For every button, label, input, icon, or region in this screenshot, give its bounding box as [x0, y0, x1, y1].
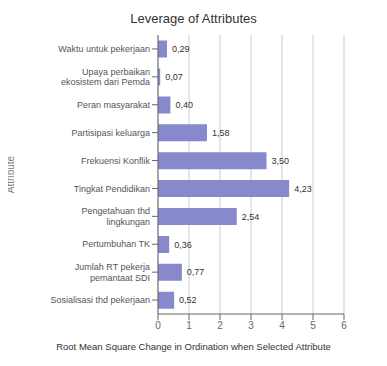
svg-text:6: 6 [341, 320, 347, 331]
svg-text:0,77: 0,77 [187, 267, 205, 277]
svg-text:1,58: 1,58 [212, 128, 230, 138]
svg-text:4,23: 4,23 [294, 184, 312, 194]
svg-text:Attribute: Attribute [8, 155, 16, 193]
svg-text:Frekuensi Konflik: Frekuensi Konflik [81, 156, 151, 166]
svg-text:0,52: 0,52 [179, 295, 197, 305]
svg-text:1: 1 [186, 320, 192, 331]
svg-text:Jumlah RT pekerjapemantaat SDI: Jumlah RT pekerjapemantaat SDI [75, 262, 150, 283]
svg-text:5: 5 [310, 320, 316, 331]
svg-text:Waktu untuk pekerjaan: Waktu untuk pekerjaan [58, 44, 150, 54]
svg-text:Pertumbuhan TK: Pertumbuhan TK [82, 239, 150, 249]
svg-text:3: 3 [248, 320, 254, 331]
svg-text:Upaya perbaikanekosistem dari: Upaya perbaikanekosistem dari Pemda [61, 67, 150, 88]
svg-text:0,40: 0,40 [175, 100, 193, 110]
svg-text:Peran masyarakat: Peran masyarakat [77, 100, 151, 110]
svg-text:Sosialisasi thd pekerjaan: Sosialisasi thd pekerjaan [50, 295, 150, 305]
svg-text:Partisipasi keluarga: Partisipasi keluarga [71, 128, 150, 138]
svg-text:Tingkat Pendidikan: Tingkat Pendidikan [74, 184, 150, 194]
svg-text:Pengetahuan thdlingkungan: Pengetahuan thdlingkungan [81, 206, 150, 227]
svg-text:0: 0 [155, 320, 161, 331]
svg-text:3,50: 3,50 [272, 156, 290, 166]
svg-text:2: 2 [217, 320, 223, 331]
html-text:Root Mean Square Change in Ord: Root Mean Square Change in Ordination wh… [56, 341, 331, 352]
svg-text:0,36: 0,36 [174, 240, 192, 250]
svg-text:4: 4 [279, 320, 285, 331]
svg-text:0,07: 0,07 [165, 72, 183, 82]
svg-text:0,29: 0,29 [172, 44, 190, 54]
html-text:Leverage of Attributes: Leverage of Attributes [130, 11, 257, 26]
svg-text:2,54: 2,54 [242, 212, 260, 222]
